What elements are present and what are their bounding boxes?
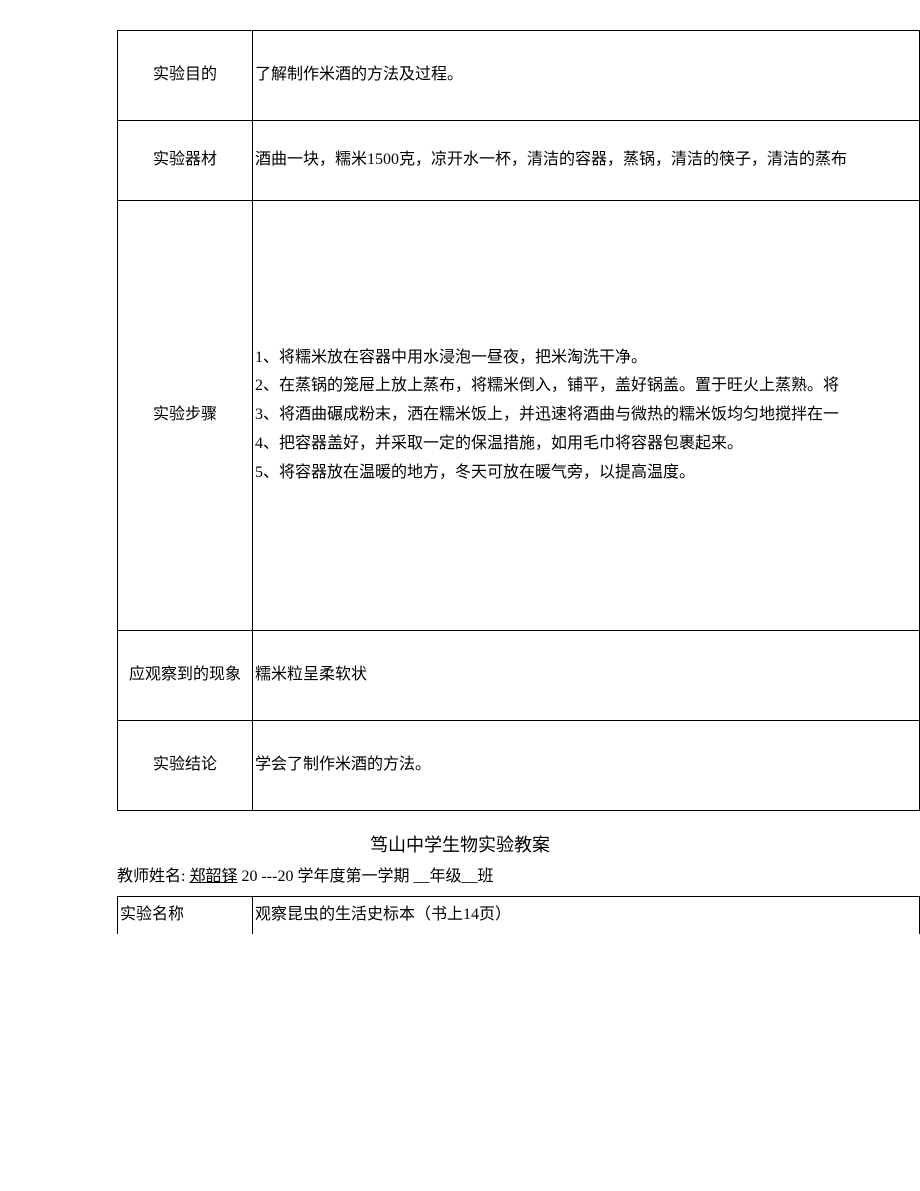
materials-label: 实验器材 [118,121,253,201]
teacher-line: 教师姓名: 郑韶铎 20 ---20 学年度第一学期 __年级__班 [117,863,920,892]
purpose-label: 实验目的 [118,31,253,121]
phenomenon-label: 应观察到的现象 [118,631,253,721]
phenomenon-content: 糯米粒呈柔软状 [253,631,920,721]
purpose-content: 了解制作米酒的方法及过程。 [253,31,920,121]
conclusion-label: 实验结论 [118,721,253,811]
experiment-table-2: 实验名称 观察昆虫的生活史标本（书上14页） [117,896,920,934]
experiment-table-1: 实验目的 了解制作米酒的方法及过程。 实验器材 酒曲一块，糯米1500克，凉开水… [117,30,920,811]
term-text: 20 ---20 学年度第一学期 __年级__班 [237,868,493,885]
section-title: 笃山中学生物实验教案 [0,831,920,857]
teacher-name: 郑韶铎 [189,868,237,885]
materials-content: 酒曲一块，糯米1500克，凉开水一杯，清洁的容器，蒸锅，清洁的筷子，清洁的蒸布 [253,121,920,201]
exp-name-content: 观察昆虫的生活史标本（书上14页） [253,896,920,933]
steps-content: 1、将糯米放在容器中用水浸泡一昼夜，把米淘洗干净。2、在蒸锅的笼屉上放上蒸布，将… [253,201,920,631]
conclusion-content: 学会了制作米酒的方法。 [253,721,920,811]
teacher-label: 教师姓名: [117,868,189,885]
exp-name-label: 实验名称 [118,896,253,933]
steps-label: 实验步骤 [118,201,253,631]
